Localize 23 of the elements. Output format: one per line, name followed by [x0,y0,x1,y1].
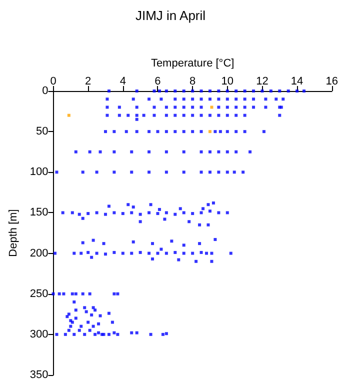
y-tick-label: 50 [36,126,48,138]
y-tick-label: 200 [30,247,48,260]
y-tick-label: 0 [42,85,48,97]
x-tick-label: 4 [120,76,126,88]
x-tick-label: 10 [221,76,234,88]
x-tick-label: 16 [326,76,338,88]
y-tick-label: 350 [30,369,48,381]
y-tick-label: 100 [30,166,48,178]
x-tick-label: 2 [85,76,92,88]
chart-title: JIMJ in April [135,8,206,23]
point [67,114,70,117]
point [208,130,212,134]
y-axis-title: Depth [m] [8,209,20,257]
x-tick-label: 0 [50,76,56,88]
y-tick-label: 150 [30,206,48,219]
x-tick-label: 6 [154,76,161,88]
y-tick-label: 250 [30,288,48,300]
x-tick-label: 8 [190,76,196,88]
x-tick-label: 14 [290,76,304,88]
x-tick-label: 12 [256,76,268,88]
x-axis-title: Temperature [°C] [150,58,234,70]
y-tick-label: 300 [30,328,48,340]
point [210,106,214,109]
